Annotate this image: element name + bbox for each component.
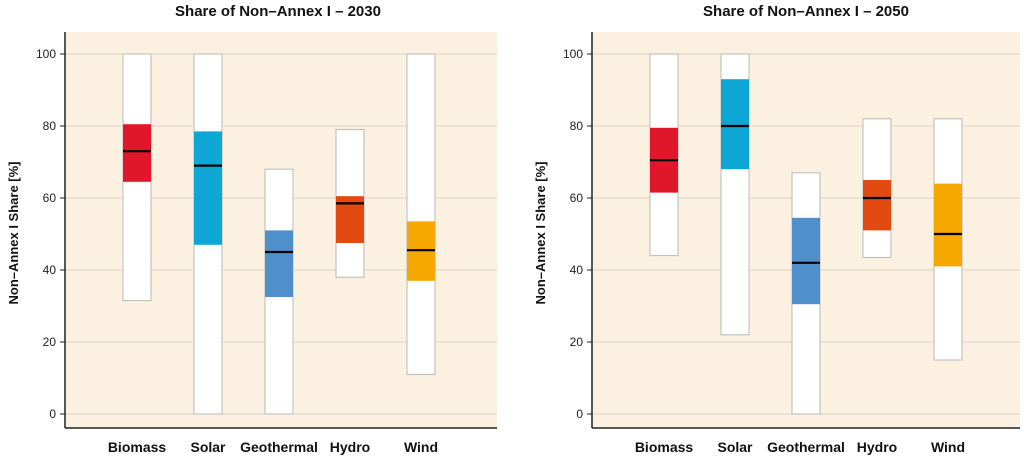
chart-title: Share of Non–Annex I – 2050 xyxy=(703,3,909,20)
iqr-box-solar xyxy=(721,79,749,170)
range-bar-wind xyxy=(406,53,436,375)
box-solar xyxy=(720,53,750,336)
y-tick-label: 80 xyxy=(43,119,57,133)
x-category-label: Wind xyxy=(931,439,965,455)
y-axis-label: Non–Annex I Share [%] xyxy=(533,161,548,304)
iqr-box-geothermal xyxy=(265,230,293,297)
y-tick-label: 60 xyxy=(43,191,57,205)
y-tick-label: 40 xyxy=(570,263,584,277)
y-tick-label: 20 xyxy=(43,335,57,349)
iqr-box-geothermal xyxy=(792,217,820,305)
x-category-label: Solar xyxy=(190,439,226,455)
box-solar xyxy=(193,53,223,415)
box-series xyxy=(649,53,963,415)
y-tick-label: 60 xyxy=(570,191,584,205)
x-category-label: Wind xyxy=(404,439,438,455)
box-biomass xyxy=(122,53,152,302)
x-category-label: Hydro xyxy=(330,439,370,455)
box-hydro xyxy=(335,129,365,278)
iqr-box-solar xyxy=(194,131,222,245)
x-category-label: Hydro xyxy=(857,439,897,455)
box-geothermal xyxy=(791,172,821,415)
axes xyxy=(591,32,1020,429)
x-category-label: Biomass xyxy=(108,439,167,455)
x-category-label: Geothermal xyxy=(767,439,845,455)
box-hydro xyxy=(862,118,892,258)
iqr-box-hydro xyxy=(863,180,891,231)
y-tick-label: 20 xyxy=(570,335,584,349)
x-category-label: Geothermal xyxy=(240,439,318,455)
iqr-box-wind xyxy=(934,183,962,267)
iqr-box-biomass xyxy=(123,124,151,182)
y-tick-label: 100 xyxy=(563,47,583,61)
chart-title: Share of Non–Annex I – 2030 xyxy=(175,3,381,20)
y-tick-label: 100 xyxy=(36,47,56,61)
y-tick-labels: 0 20 40 60 80 100 xyxy=(563,47,583,421)
axes xyxy=(64,32,497,429)
x-category-label: Solar xyxy=(717,439,753,455)
box-series xyxy=(122,53,436,415)
chart-panel-2050: 0 20 40 60 80 100 Biomass Solar Geothermal Hydro… xyxy=(533,3,1020,455)
y-tick-label: 0 xyxy=(49,407,56,421)
y-tick-label: 40 xyxy=(43,263,57,277)
x-category-labels: Biomass Solar Geothermal Hydro Wind xyxy=(635,439,965,455)
y-tick-label: 0 xyxy=(576,407,583,421)
x-category-label: Biomass xyxy=(635,439,694,455)
box-wind xyxy=(406,53,436,375)
x-category-labels: Biomass Solar Geothermal Hydro Wind xyxy=(108,439,438,455)
y-axis-label: Non–Annex I Share [%] xyxy=(6,161,21,304)
box-wind xyxy=(933,118,963,361)
box-geothermal xyxy=(264,168,294,415)
box-biomass xyxy=(649,53,679,257)
chart-panel-2030: 0 20 40 60 80 100 Biomass Solar Geothermal Hydro… xyxy=(6,3,497,455)
y-tick-labels: 0 20 40 60 80 100 xyxy=(36,47,56,421)
y-tick-label: 80 xyxy=(570,119,584,133)
